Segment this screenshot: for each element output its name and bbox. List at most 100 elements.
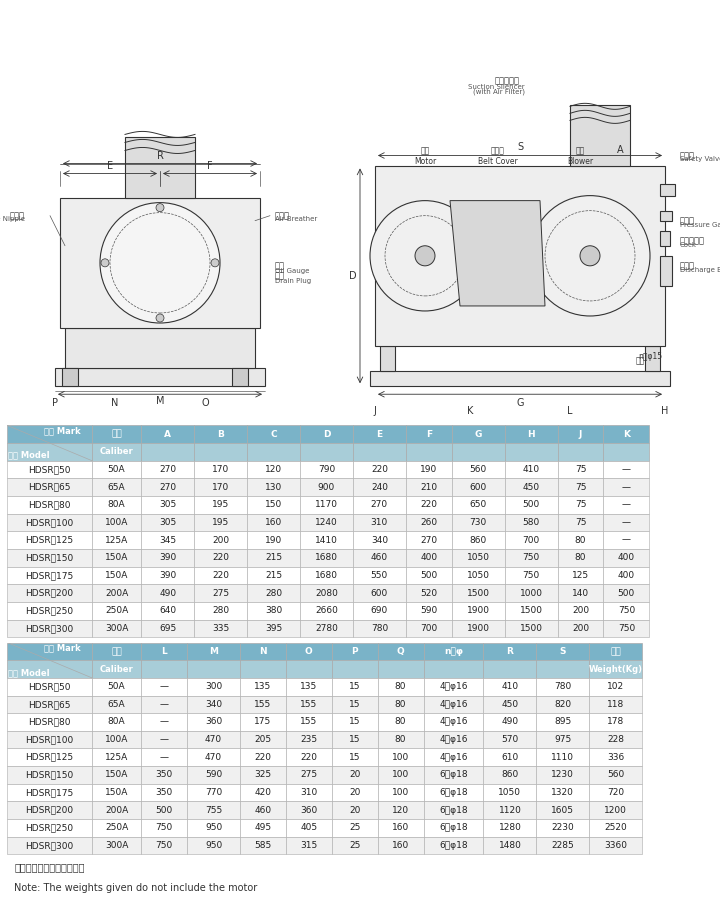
Text: Note: The weights given do not include the motor: Note: The weights given do not include t… [14,882,258,892]
Bar [380,346,395,371]
Text: 470: 470 [205,753,222,762]
Text: 220: 220 [254,753,271,762]
Text: 310: 310 [300,788,318,797]
Text: O: O [201,398,209,408]
Text: 型式 Model: 型式 Model [7,668,49,677]
Text: 100: 100 [392,770,409,779]
Text: 490: 490 [501,718,518,727]
Text: 1500: 1500 [520,624,543,633]
Bar [406,620,451,637]
Bar [423,784,484,802]
Text: 790: 790 [318,465,335,474]
Text: 压力表开关: 压力表开关 [680,236,705,245]
Bar [92,819,141,837]
Bar [536,661,589,678]
Bar [484,713,536,731]
Bar [645,346,660,371]
Text: 120: 120 [392,805,409,814]
Bar [557,531,603,549]
Text: 280: 280 [265,588,282,597]
Text: L: L [161,647,167,656]
Text: 75: 75 [575,518,586,527]
Text: A: A [164,430,171,439]
Bar [406,549,451,567]
Text: 335: 335 [212,624,229,633]
Bar [660,231,670,246]
Text: n－φ: n－φ [444,647,463,656]
Circle shape [100,203,220,323]
Text: 1680: 1680 [315,553,338,562]
Bar [589,802,642,819]
Bar [65,328,255,368]
Text: 25: 25 [349,841,361,850]
Text: 350: 350 [156,770,173,779]
Bar [353,514,406,531]
Bar [187,661,240,678]
Text: 695: 695 [159,624,176,633]
Text: 390: 390 [159,571,176,580]
Bar [589,731,642,748]
Text: 750: 750 [618,624,635,633]
Text: 口徑: 口徑 [111,647,122,656]
Text: 360: 360 [300,805,318,814]
Bar [353,461,406,479]
Bar [240,784,286,802]
Text: 280: 280 [212,606,229,615]
Text: 200: 200 [572,624,589,633]
Text: 325: 325 [254,770,271,779]
Text: 690: 690 [371,606,388,615]
Bar [247,585,300,602]
Bar [247,620,300,637]
Bar [92,461,141,479]
Text: 200: 200 [572,606,589,615]
Text: 80: 80 [395,682,406,691]
Text: 260: 260 [420,518,437,527]
Bar [353,549,406,567]
Text: (with Air Filter): (with Air Filter) [473,89,525,95]
Text: 490: 490 [159,588,176,597]
Text: 50A: 50A [108,682,125,691]
Text: 190: 190 [420,465,438,474]
Bar [92,784,141,802]
Bar [423,696,484,713]
Bar [55,368,265,386]
Bar [141,731,187,748]
Bar [451,425,505,443]
Bar [92,837,141,854]
Bar [589,661,642,678]
Text: 80: 80 [395,735,406,744]
Text: —: — [622,536,631,545]
Text: 550: 550 [371,571,388,580]
Text: 80: 80 [575,553,586,562]
Text: Suction Silencer: Suction Silencer [469,84,525,91]
Text: HDSR－65: HDSR－65 [28,482,71,491]
Bar [194,479,247,496]
Text: 140: 140 [572,588,589,597]
Bar [423,713,484,731]
Text: HDSR－200: HDSR－200 [25,805,73,814]
Text: 240: 240 [371,482,388,491]
Text: 410: 410 [501,682,518,691]
Bar [557,567,603,585]
Bar [451,479,505,496]
Bar [7,479,92,496]
Bar [589,837,642,854]
Text: 压力表: 压力表 [680,216,695,225]
Bar [141,802,187,819]
Text: 500: 500 [523,500,540,510]
Bar [286,837,332,854]
Bar [240,837,286,854]
Bar [194,567,247,585]
Text: 2780: 2780 [315,624,338,633]
Bar [589,748,642,767]
Text: HDSR－50: HDSR－50 [28,682,71,691]
Text: 25: 25 [349,824,361,833]
Text: 150A: 150A [105,788,128,797]
Bar [7,837,92,854]
Bar [141,713,187,731]
Text: —: — [160,718,168,727]
Bar [240,643,286,661]
Text: 585: 585 [254,841,271,850]
Bar [240,696,286,713]
Text: HDSR－80: HDSR－80 [28,718,71,727]
